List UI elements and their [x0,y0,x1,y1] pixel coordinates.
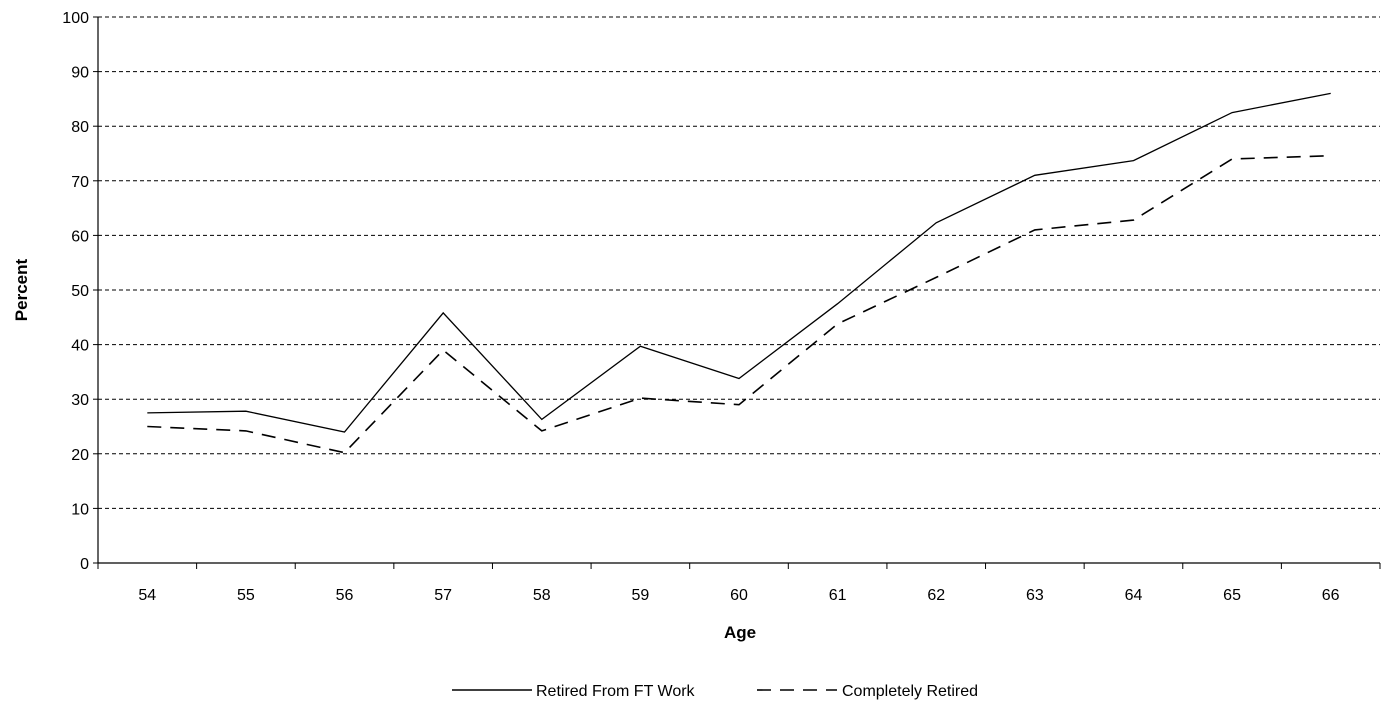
x-tick-label: 65 [1223,587,1241,604]
x-tick-label: 61 [829,587,847,604]
y-tick-label: 20 [71,447,89,464]
x-tick-label: 58 [533,587,551,604]
y-tick-label: 0 [80,556,89,573]
axes [93,17,1380,569]
y-tick-label: 60 [71,228,89,245]
y-tick-label: 70 [71,174,89,191]
y-axis-title: Percent [12,258,31,321]
y-tick-label: 100 [62,10,89,27]
legend-label-retired-from-ft-work: Retired From FT Work [536,683,696,700]
x-tick-label: 66 [1322,587,1340,604]
x-tick-label: 54 [138,587,156,604]
series-line-completely-retired [147,156,1330,453]
x-tick-label: 64 [1125,587,1143,604]
tick-labels: 0 10 20 30 40 50 60 70 80 90 100 54 55 56 57 58 59 60 61 62… [62,10,1339,604]
x-tick-label: 62 [927,587,945,604]
y-tick-label: 30 [71,392,89,409]
legend: Retired From FT Work Completely Retired [452,683,978,700]
y-tick-label: 90 [71,65,89,82]
y-tick-label: 50 [71,283,89,300]
y-tick-label: 10 [71,501,89,518]
grid-lines [98,17,1380,508]
x-tick-label: 60 [730,587,748,604]
y-tick-label: 80 [71,119,89,136]
y-tick-label: 40 [71,338,89,355]
x-tick-label: 63 [1026,587,1044,604]
x-axis-title: Age [724,623,756,642]
legend-label-completely-retired: Completely Retired [842,683,978,700]
x-tick-label: 56 [336,587,354,604]
x-tick-label: 57 [434,587,452,604]
x-tick-label: 59 [631,587,649,604]
x-tick-label: 55 [237,587,255,604]
series-line-retired-from-ft-work [147,93,1330,432]
